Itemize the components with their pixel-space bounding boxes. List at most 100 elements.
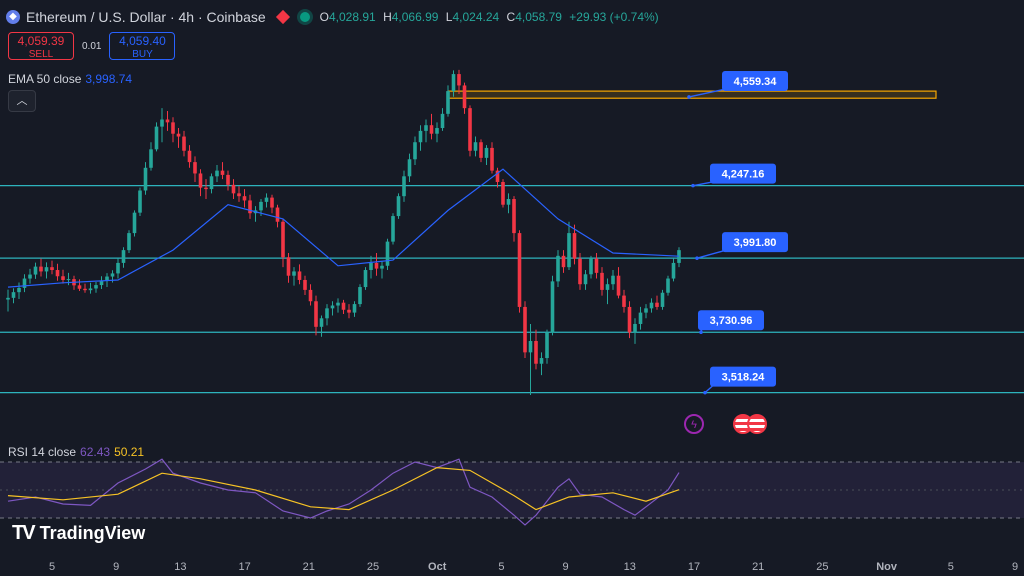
- buy-button[interactable]: 4,059.40 BUY: [109, 32, 176, 60]
- candle-body: [242, 196, 247, 201]
- candle-body: [677, 250, 681, 263]
- candle-body: [440, 113, 445, 129]
- candle-body: [358, 287, 362, 305]
- close-value: 4,058.79: [515, 10, 562, 24]
- candle-body: [352, 304, 357, 313]
- candle-body: [578, 258, 582, 285]
- x-tick-label: 5: [49, 561, 55, 573]
- candle-body: [391, 216, 395, 242]
- ema-value: 3,998.74: [85, 72, 133, 86]
- callout-anchor: [691, 183, 695, 188]
- candle-body: [402, 176, 406, 197]
- rsi-label: RSI 14 close: [8, 445, 77, 459]
- candle-body: [539, 358, 544, 364]
- candle-body: [303, 279, 307, 290]
- buy-label: BUY: [132, 49, 153, 60]
- x-tick-label: 5: [498, 561, 504, 573]
- sell-button[interactable]: 4,059.39 SELL: [8, 32, 74, 60]
- candle-body: [468, 108, 472, 151]
- candle-body: [28, 274, 32, 279]
- candle-body: [226, 174, 230, 185]
- candle-body: [611, 275, 615, 285]
- x-tick-label: Nov: [876, 561, 898, 573]
- candle-body: [506, 199, 511, 205]
- candle-body: [457, 74, 461, 86]
- candle-body: [121, 250, 126, 263]
- us-flag-event-icon[interactable]: [747, 414, 767, 434]
- price-callout-box: [710, 163, 776, 184]
- price-callout-box: [722, 232, 788, 253]
- candle-body: [462, 85, 467, 109]
- candle-body: [528, 341, 533, 353]
- candle-body: [325, 308, 329, 319]
- candle-body: [572, 233, 577, 259]
- sell-price: 4,059.39: [17, 34, 65, 48]
- callout-anchor: [703, 390, 707, 395]
- rsi-line: [7, 458, 680, 526]
- x-tick-label: 9: [113, 561, 119, 573]
- candle-body: [396, 196, 401, 217]
- candle-body: [638, 312, 643, 324]
- change-value: +29.93 (+0.74%): [569, 10, 659, 24]
- rsi-legend[interactable]: RSI 14 close 62.43 50.21: [8, 445, 144, 459]
- candle-body: [512, 199, 516, 234]
- flag-icon[interactable]: [275, 9, 290, 25]
- candle-body: [99, 280, 104, 286]
- callout-anchor: [699, 330, 703, 335]
- price-callout-box: [710, 366, 776, 387]
- candle-body: [39, 266, 43, 272]
- candle-body: [424, 125, 428, 131]
- high-value: 4,066.99: [391, 10, 439, 24]
- candle-body: [523, 306, 527, 353]
- candle-body: [220, 170, 225, 175]
- candle-body: [583, 274, 588, 285]
- rsi-value: 62.43: [80, 445, 111, 459]
- candle-body: [435, 128, 439, 134]
- candle-body: [11, 292, 16, 298]
- candle-body: [231, 184, 236, 194]
- candle-body: [407, 159, 412, 177]
- candle-body: [143, 167, 148, 191]
- candle-body: [633, 323, 637, 333]
- candle-body: [534, 341, 538, 364]
- candle-body: [275, 207, 280, 222]
- x-tick-label: Oct: [428, 561, 447, 573]
- candle-body: [517, 233, 522, 307]
- candle-body: [556, 255, 560, 282]
- candle-body: [567, 233, 571, 268]
- candle-body: [187, 150, 192, 163]
- candle-body: [616, 275, 621, 296]
- symbol-title[interactable]: Ethereum / U.S. Dollar · 4h · Coinbase: [26, 9, 266, 25]
- ema-legend[interactable]: EMA 50 close 3,998.74: [8, 72, 132, 86]
- ohlc-values: O4,028.91 H4,066.99 L4,024.24 C4,058.79 …: [319, 10, 659, 24]
- x-tick-label: 17: [238, 561, 250, 573]
- candle-body: [198, 173, 203, 188]
- ethereum-icon: ◆: [6, 10, 20, 24]
- x-tick-label: 21: [303, 561, 315, 573]
- candle-body: [446, 91, 450, 114]
- x-tick-label: 13: [624, 561, 636, 573]
- candle-body: [330, 305, 335, 309]
- candle-body: [644, 308, 648, 313]
- candle-body: [105, 276, 109, 281]
- tradingview-logo[interactable]: TV TradingView: [12, 522, 145, 545]
- candle-body: [270, 197, 274, 208]
- candle-body: [182, 136, 186, 151]
- candle-body: [490, 147, 494, 171]
- buy-price: 4,059.40: [119, 34, 166, 48]
- x-tick-label: 5: [948, 561, 954, 573]
- spread-value: 0.01: [82, 40, 102, 52]
- x-tick-label: 17: [688, 561, 700, 573]
- candle-body: [550, 281, 555, 333]
- candle-body: [451, 74, 456, 92]
- candle-body: [649, 302, 654, 309]
- candle-body: [66, 279, 71, 281]
- market-open-icon: [299, 12, 310, 22]
- collapse-legend-button[interactable]: ︿: [8, 90, 36, 112]
- x-tick-label: 25: [816, 561, 828, 573]
- candle-body: [176, 133, 181, 137]
- lightning-event-icon[interactable]: ϟ: [684, 414, 704, 434]
- candle-body: [110, 273, 115, 277]
- callout-anchor: [687, 95, 691, 99]
